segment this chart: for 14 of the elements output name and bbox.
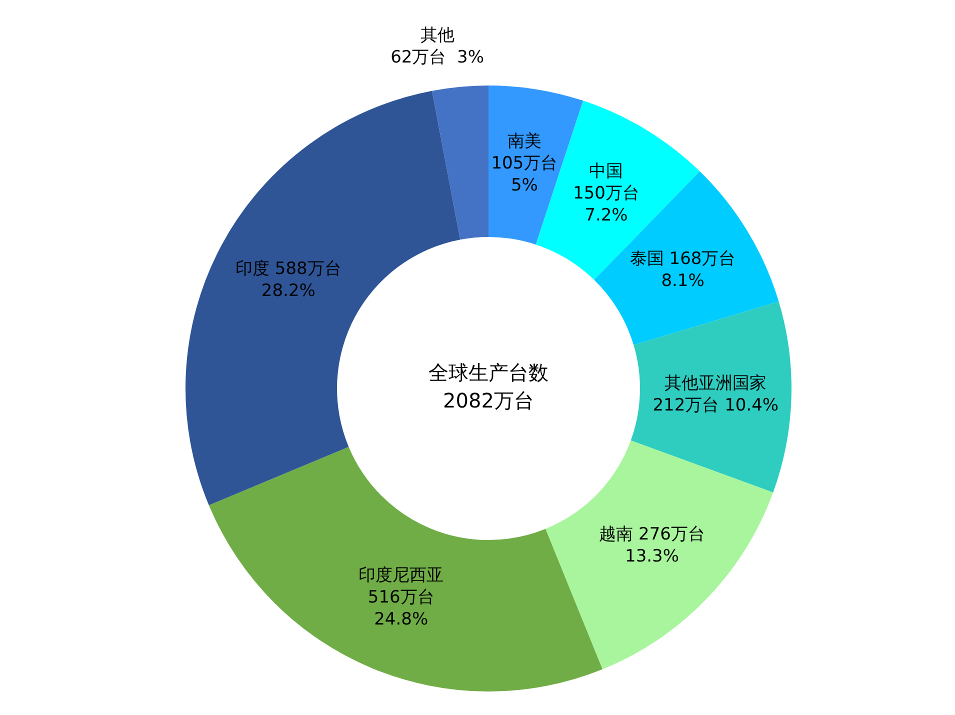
slice-label: 印度尼西亚 xyxy=(358,566,444,586)
slice-label: 其他 xyxy=(420,25,454,46)
slice-label: 中国 xyxy=(589,162,624,182)
data-label: 516万台 24.8% xyxy=(368,588,434,630)
slice-label: 其他亚洲国家 xyxy=(664,374,767,394)
data-label: 62万台 3% xyxy=(390,47,484,68)
data-label: 150万台 7.2% xyxy=(572,184,640,226)
slice-label: 越南 276万台 13.3% xyxy=(599,524,705,567)
slice-label: 印度 588万台 28.2% xyxy=(235,259,342,302)
text: 全球生产台数 2082万台 xyxy=(428,360,548,413)
data-label: 105万台 5% xyxy=(491,154,558,196)
slice-label: 泰国 168万台 8.1% xyxy=(630,249,736,292)
slice-label: 南美 xyxy=(507,132,542,152)
data-label: 212万台 10.4% xyxy=(652,396,779,416)
